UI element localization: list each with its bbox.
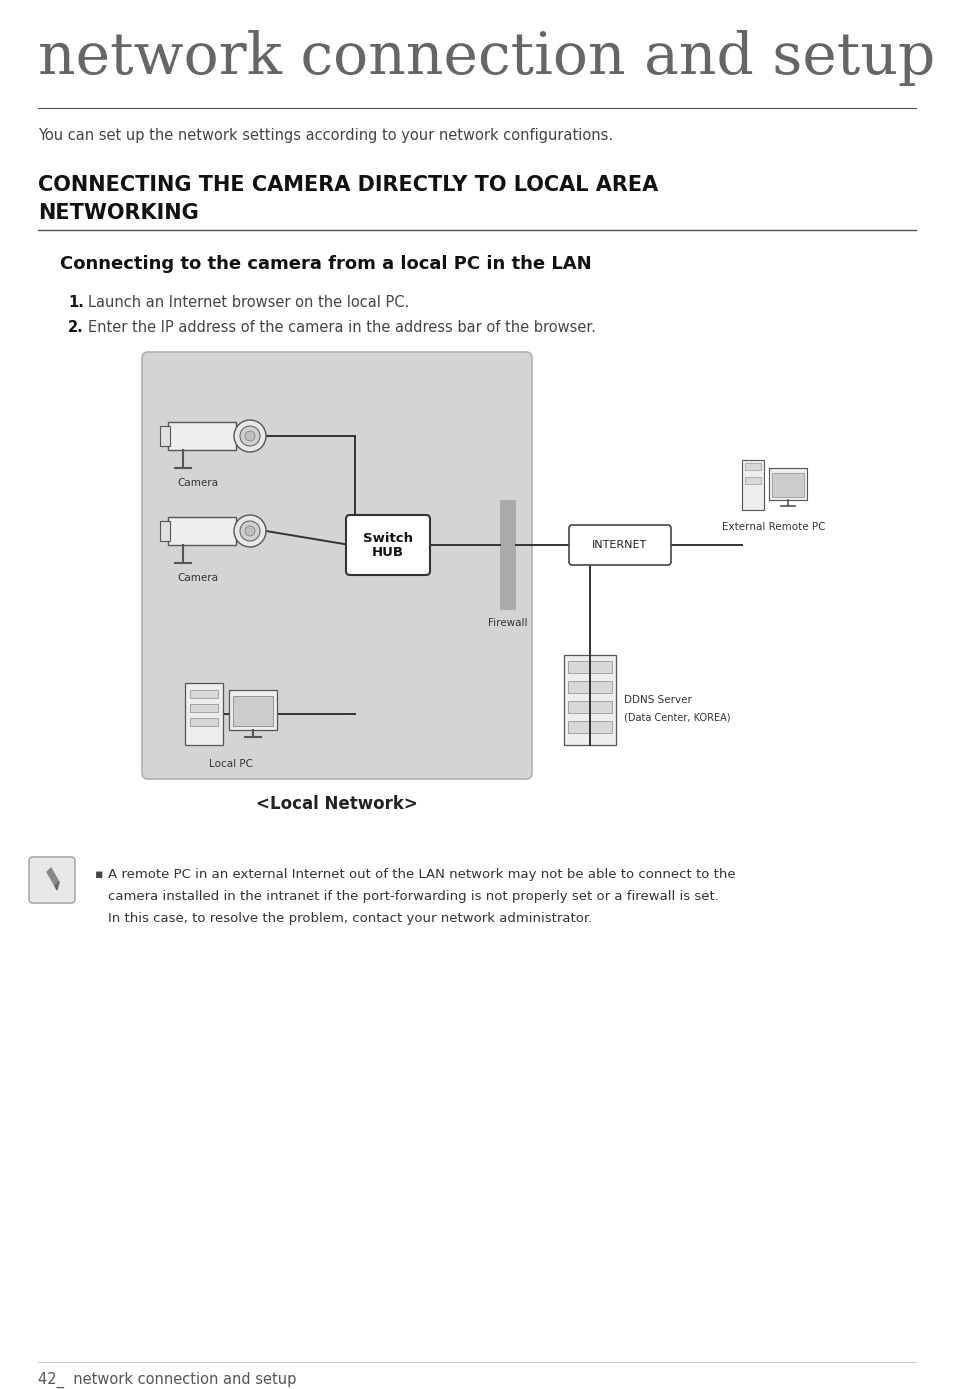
Circle shape: [245, 431, 254, 440]
Bar: [744, 463, 760, 469]
Bar: [190, 704, 218, 713]
Text: In this case, to resolve the problem, contact your network administrator.: In this case, to resolve the problem, co…: [108, 913, 592, 925]
Text: A remote PC in an external Internet out of the LAN network may not be able to co: A remote PC in an external Internet out …: [108, 868, 735, 881]
Text: Switch: Switch: [363, 532, 413, 546]
Text: INTERNET: INTERNET: [592, 540, 647, 550]
Text: Connecting to the camera from a local PC in the LAN: Connecting to the camera from a local PC…: [60, 256, 591, 274]
FancyBboxPatch shape: [346, 515, 430, 575]
Polygon shape: [55, 882, 59, 890]
Circle shape: [240, 426, 260, 446]
Text: network connection and setup: network connection and setup: [38, 31, 934, 86]
Text: HUB: HUB: [372, 546, 403, 560]
Text: (Data Center, KOREA): (Data Center, KOREA): [623, 713, 730, 724]
Text: CONNECTING THE CAMERA DIRECTLY TO LOCAL AREA: CONNECTING THE CAMERA DIRECTLY TO LOCAL …: [38, 175, 658, 194]
Text: ▪: ▪: [95, 868, 103, 881]
Bar: [567, 661, 612, 674]
Bar: [741, 460, 763, 510]
Bar: [567, 681, 612, 693]
Text: Firewall: Firewall: [488, 618, 527, 628]
Circle shape: [245, 526, 254, 536]
Polygon shape: [47, 868, 59, 886]
Bar: [563, 656, 616, 745]
Bar: [160, 521, 170, 540]
Text: Enter the IP address of the camera in the address bar of the browser.: Enter the IP address of the camera in th…: [88, 319, 596, 335]
Text: 1.: 1.: [68, 294, 84, 310]
Text: NETWORKING: NETWORKING: [38, 203, 198, 224]
Bar: [160, 426, 170, 446]
Text: 2.: 2.: [68, 319, 84, 335]
Bar: [229, 690, 276, 731]
Text: You can set up the network settings according to your network configurations.: You can set up the network settings acco…: [38, 128, 613, 143]
Bar: [185, 683, 223, 745]
Bar: [768, 468, 806, 500]
Bar: [567, 721, 612, 733]
Bar: [190, 690, 218, 699]
FancyBboxPatch shape: [29, 857, 75, 903]
Bar: [168, 422, 235, 450]
Circle shape: [233, 515, 266, 547]
Circle shape: [240, 521, 260, 540]
Circle shape: [233, 419, 266, 451]
Text: DDNS Server: DDNS Server: [623, 694, 691, 706]
Bar: [744, 476, 760, 483]
Bar: [168, 517, 235, 544]
Text: External Remote PC: External Remote PC: [721, 522, 825, 532]
FancyBboxPatch shape: [568, 525, 670, 565]
Bar: [499, 500, 516, 610]
Bar: [771, 474, 803, 497]
FancyBboxPatch shape: [142, 351, 532, 779]
Text: camera installed in the intranet if the port-forwarding is not properly set or a: camera installed in the intranet if the …: [108, 890, 719, 903]
Text: Local PC: Local PC: [209, 758, 253, 770]
Bar: [233, 696, 273, 726]
Text: Camera: Camera: [177, 478, 218, 488]
Text: 42_  network connection and setup: 42_ network connection and setup: [38, 1372, 296, 1388]
Text: Launch an Internet browser on the local PC.: Launch an Internet browser on the local …: [88, 294, 409, 310]
Text: <Local Network>: <Local Network>: [255, 795, 417, 813]
Text: Camera: Camera: [177, 574, 218, 583]
Bar: [190, 718, 218, 726]
Bar: [567, 701, 612, 713]
